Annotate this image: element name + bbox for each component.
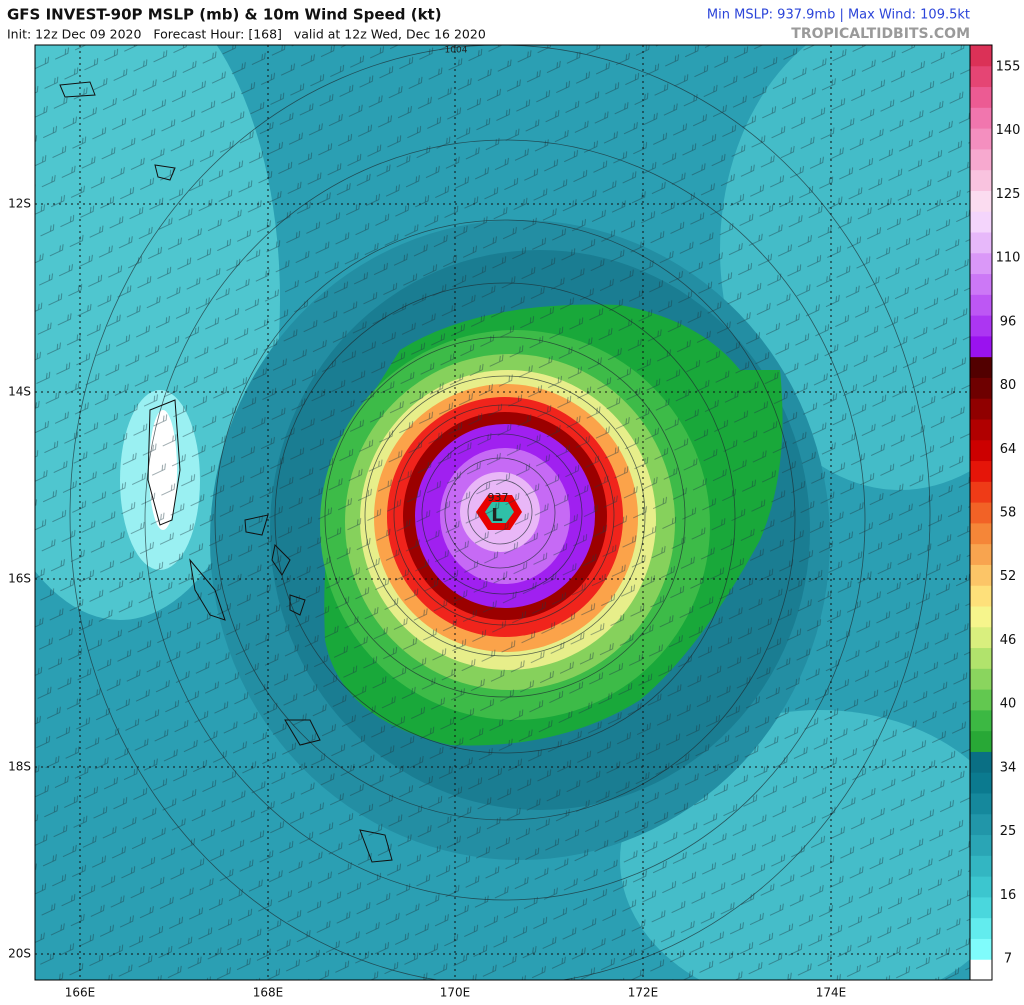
colorbar-segment xyxy=(970,273,992,295)
colorbar-label: 96 xyxy=(1000,314,1017,329)
colorbar-segment xyxy=(970,335,992,358)
colorbar-segment xyxy=(970,855,992,877)
colorbar-label: 58 xyxy=(1000,506,1017,521)
colorbar-segment xyxy=(970,439,992,462)
longitude-label: 170E xyxy=(440,986,471,1000)
colorbar-segment xyxy=(970,668,992,690)
colorbar-label: 34 xyxy=(1000,760,1017,775)
colorbar-segment xyxy=(970,585,992,607)
colorbar-segment xyxy=(970,148,992,171)
colorbar-segment xyxy=(970,190,992,212)
colorbar-segment xyxy=(970,294,992,316)
colorbar-segment xyxy=(970,45,992,67)
colorbar-segment xyxy=(970,626,992,649)
isobars xyxy=(69,45,931,980)
colorbar-segment xyxy=(970,876,992,898)
colorbar-label: 140 xyxy=(996,123,1021,138)
title: GFS INVEST-90P MSLP (mb) & 10m Wind Spee… xyxy=(7,6,442,24)
colorbar-label: 125 xyxy=(996,187,1021,202)
colorbar-label: 46 xyxy=(1000,633,1017,648)
isobar-label: 1004 xyxy=(445,46,468,56)
latitude-label: 16S xyxy=(8,572,31,586)
colorbar-segment xyxy=(970,419,992,441)
coastlines xyxy=(59,81,393,863)
colorbar-segment xyxy=(970,813,992,836)
colorbar-segment xyxy=(970,896,992,919)
colorbar-label: 64 xyxy=(1000,442,1017,457)
colorbar-segment xyxy=(970,252,992,275)
subtitle: Init: 12z Dec 09 2020 Forecast Hour: [16… xyxy=(7,27,486,42)
colorbar-segment xyxy=(970,564,992,586)
colorbar-segment xyxy=(970,938,992,960)
colorbar-segment xyxy=(970,377,992,399)
latitude-label: 20S xyxy=(8,947,31,961)
low-pressure: 937 xyxy=(488,491,509,504)
longitude-label: 166E xyxy=(65,986,96,1000)
colorbar-frame xyxy=(969,44,993,981)
colorbar-segment xyxy=(970,834,992,856)
colorbar-segment xyxy=(970,356,992,378)
colorbar-segment xyxy=(970,502,992,524)
colorbar-segment xyxy=(970,689,992,711)
colorbar-segment xyxy=(970,232,992,254)
colorbar-segment xyxy=(970,730,992,752)
stats: Min MSLP: 937.9mb | Max Wind: 109.5kt xyxy=(707,8,970,23)
colorbar-segment xyxy=(970,917,992,939)
colorbar-segment xyxy=(970,398,992,420)
colorbar-segment xyxy=(970,65,992,88)
colorbar-segment xyxy=(970,543,992,565)
colorbar-segment xyxy=(970,128,992,150)
colorbar-segment xyxy=(970,169,992,191)
colorbar-segment xyxy=(970,647,992,669)
colorbar-segment xyxy=(970,211,992,233)
colorbar-segment xyxy=(970,772,992,794)
colorbar-label: 80 xyxy=(1000,378,1017,393)
colorbar-label: 25 xyxy=(1000,824,1017,839)
colorbar-segment xyxy=(970,522,992,545)
colorbar-label: 7 xyxy=(1004,952,1012,967)
latitude-label: 14S xyxy=(8,385,31,399)
colorbar-segment xyxy=(970,959,992,981)
colorbar-label: 155 xyxy=(996,60,1021,75)
colorbar: 7 16 25 34 40 46 52 58 64 80 96 110 125 140 155 xyxy=(969,44,1021,981)
colorbar-segment xyxy=(970,751,992,773)
colorbar-segment xyxy=(970,709,992,732)
colorbar-label: 40 xyxy=(1000,697,1017,712)
credit: TROPICALTIDBITS.COM xyxy=(791,26,970,42)
longitude-label: 172E xyxy=(628,986,659,1000)
low-label: L xyxy=(491,505,502,526)
colorbar-label: 16 xyxy=(1000,888,1017,903)
colorbar-segment xyxy=(970,315,992,337)
colorbar-segment xyxy=(970,107,992,129)
colorbar-label: 110 xyxy=(996,251,1021,266)
colorbar-segment xyxy=(970,86,992,108)
latitude-label: 12S xyxy=(8,197,31,211)
latitude-label: 18S xyxy=(8,760,31,774)
longitude-label: 174E xyxy=(816,986,847,1000)
colorbar-segment xyxy=(970,606,992,628)
colorbar-label: 52 xyxy=(1000,569,1017,584)
longitude-label: 168E xyxy=(253,986,284,1000)
colorbar-segment xyxy=(970,793,992,815)
colorbar-segment xyxy=(970,460,992,482)
colorbar-segment xyxy=(970,481,992,503)
